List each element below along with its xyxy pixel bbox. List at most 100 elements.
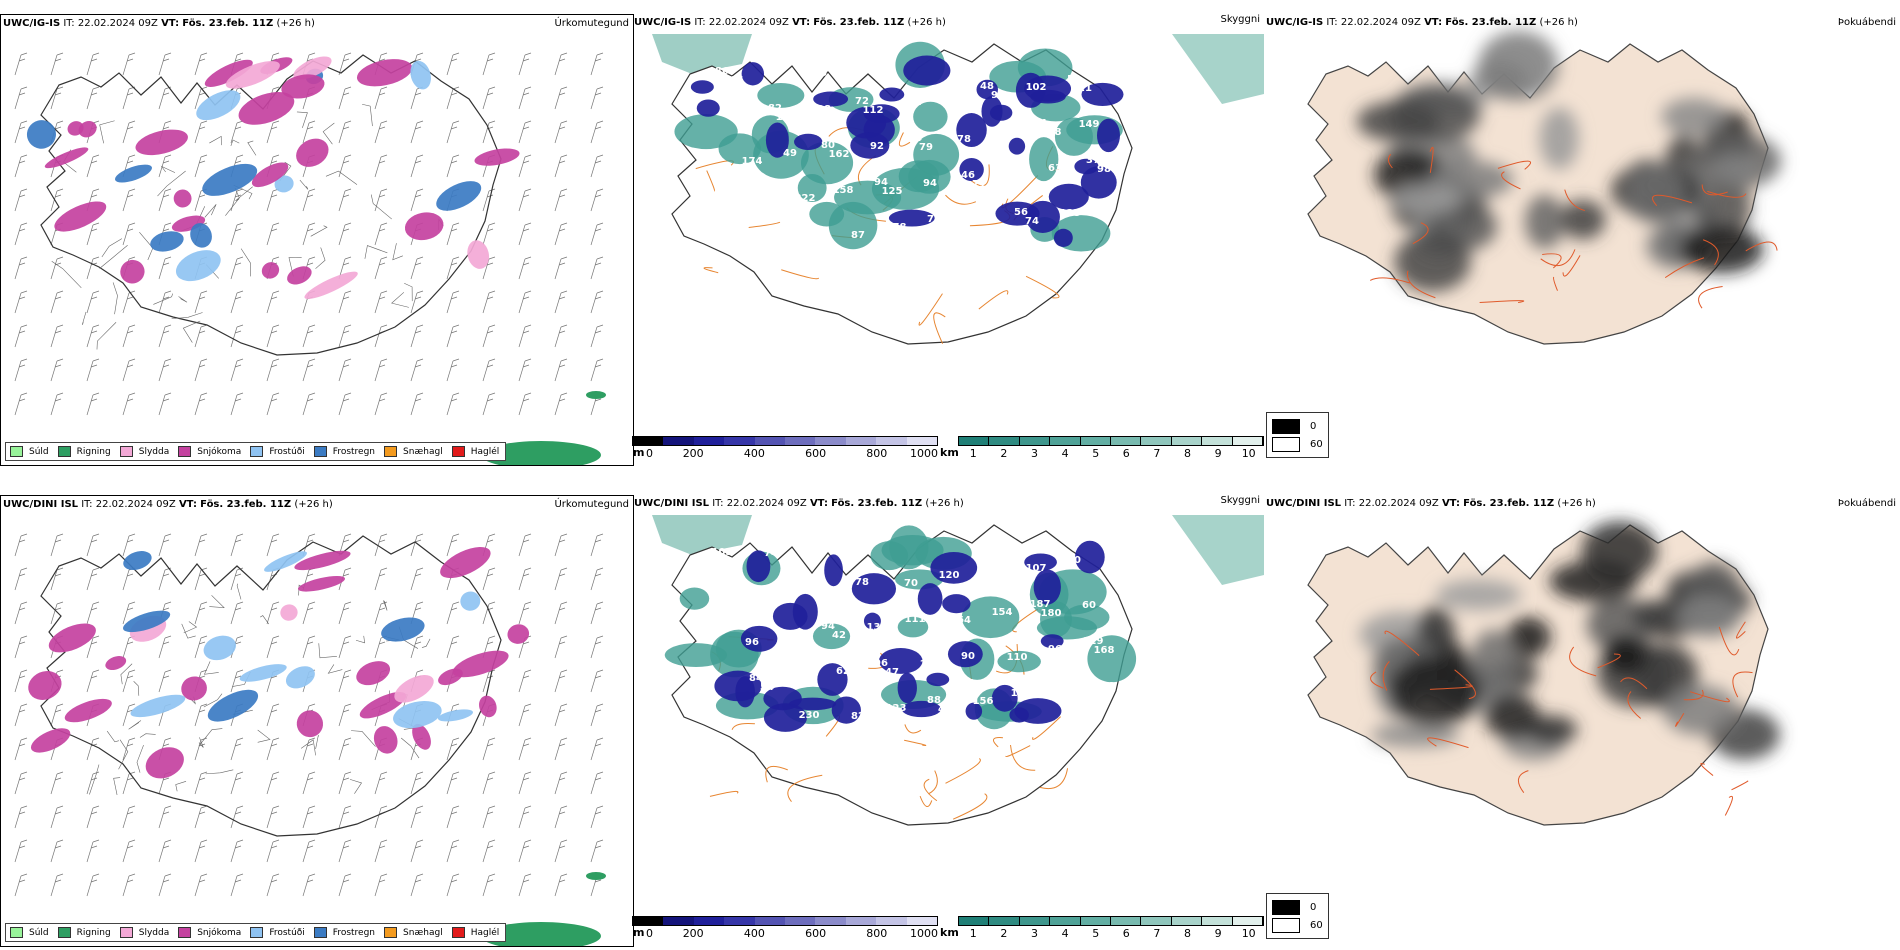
legend-swatch xyxy=(119,927,133,938)
panel-title: Úrkomutegund xyxy=(554,18,629,29)
colorbar-tick: 7 xyxy=(1153,927,1161,940)
cloud-base-value: 162 xyxy=(829,149,850,160)
cloud-base-value: 78 xyxy=(855,577,869,588)
cloud-base-value: 98 xyxy=(1101,681,1115,692)
cloud-base-value: 56 xyxy=(813,68,827,79)
fog-legend-label: 60 xyxy=(1310,438,1323,450)
cloud-base-value: 50 xyxy=(1067,74,1081,85)
cloud-base-value: 125 xyxy=(882,186,903,197)
cloud-base-value: 125 xyxy=(776,112,797,123)
cloud-base-value: 94 xyxy=(908,133,922,144)
legend-label: Rigning xyxy=(76,446,111,457)
cloud-base-value: 141 xyxy=(920,659,941,670)
cloud-base-value: 51 xyxy=(802,229,816,240)
cloud-base-value: 87 xyxy=(851,230,865,241)
cloud-base-value: 74 xyxy=(1025,216,1039,227)
fog-legend-label: 0 xyxy=(1310,420,1317,432)
cloud-base-value: 94 xyxy=(923,178,937,189)
cloud-base-value: 178 xyxy=(886,222,907,233)
colorbar-tick: 4 xyxy=(1061,927,1069,940)
cloud-base-value: 78 xyxy=(957,134,971,145)
cloud-base-value: 110 xyxy=(1007,652,1028,663)
visibility-map-graphic: 86 82 80 94 74 48 54 37 55 51 72 94 46 56 50 42 49 158 178… xyxy=(652,34,1264,345)
cloud-base-value: 68 xyxy=(991,571,1005,582)
precip-type-map-row1: UWC/IG-IS IT: 22.02.2024 09Z VT: Fös. 23… xyxy=(0,14,634,466)
cloud-base-value: 156 xyxy=(973,696,994,707)
legend-label: Súld xyxy=(29,927,49,938)
legend-label: Frostúði xyxy=(269,446,305,457)
cloud-base-value: 123 xyxy=(886,703,907,714)
cloud-base-value: 223 xyxy=(977,562,998,573)
legend-swatch xyxy=(10,927,23,938)
legend-label: Snæhagl xyxy=(403,446,443,457)
cloud-base-value: 112 xyxy=(863,105,884,116)
cloud-base-value: 95 xyxy=(760,201,774,212)
cloud-base-value: 46 xyxy=(961,170,975,181)
cloud-base-value: 84 xyxy=(749,673,763,684)
legend-label: Haglél xyxy=(470,927,500,938)
colorbar-tick: 8 xyxy=(1184,927,1191,940)
fog-legend: 0 60 xyxy=(1266,893,1329,939)
legend-item: Súld xyxy=(10,927,49,938)
colorbar-tick: 800 xyxy=(866,447,888,460)
cloud-base-value: 64 xyxy=(957,615,971,626)
cloud-base-value: 86 xyxy=(1063,689,1077,700)
fog-legend-label: 60 xyxy=(1310,919,1323,931)
legend-item: Snæhagl xyxy=(384,446,443,457)
legend-swatch xyxy=(313,446,327,457)
legend-swatch xyxy=(57,927,71,938)
cloud-base-value: 131 xyxy=(867,622,888,633)
cloud-base-value: 107 xyxy=(1026,563,1047,574)
map-header: UWC/DINI ISL IT: 22.02.2024 09Z VT: Fös.… xyxy=(1266,498,1596,509)
map-header: UWC/IG-IS IT: 22.02.2024 09Z VT: Fös. 23… xyxy=(634,17,946,28)
cloud-base-value: 96 xyxy=(874,658,888,669)
cloud-base-value: 56 xyxy=(1014,207,1028,218)
fog-map-graphic xyxy=(1307,521,1780,826)
cloud-base-value: 86 xyxy=(715,66,729,77)
legend-item: Súld xyxy=(10,446,49,457)
cloud-base-value: 94 xyxy=(874,177,888,188)
cloud-base-value: 149 xyxy=(1079,119,1100,130)
legend-swatch xyxy=(57,446,71,457)
cloud-base-value: 90 xyxy=(961,651,975,662)
map-header: UWC/DINI ISL IT: 22.02.2024 09Z VT: Fös.… xyxy=(634,498,964,509)
legend-swatch xyxy=(384,927,398,938)
cloud-base-value: 98 xyxy=(1097,164,1111,175)
legend-swatch xyxy=(451,446,465,457)
legend-label: Snæhagl xyxy=(403,927,443,938)
height-colorbar: 0 200 400 600 800 1000 xyxy=(632,436,938,460)
fog-legend-swatch xyxy=(1272,436,1300,452)
legend-label: Haglél xyxy=(470,446,500,457)
cloud-base-value: 82 xyxy=(768,103,782,114)
legend-label: Rigning xyxy=(76,927,111,938)
colorbar-tick: 600 xyxy=(805,927,827,940)
colorbar-tick: 200 xyxy=(682,447,704,460)
cloud-base-value: 48 xyxy=(980,81,994,92)
colorbar-tick: 9 xyxy=(1214,447,1222,460)
cloud-base-value: 96 xyxy=(745,637,759,648)
cloud-base-value: 74 xyxy=(764,548,778,559)
legend-item: Snjókoma xyxy=(178,927,241,938)
cloud-base-value: 80 xyxy=(1067,555,1081,566)
map-header: UWC/IG-IS IT: 22.02.2024 09Z VT: Fös. 23… xyxy=(3,18,315,29)
visibility-map-row2: UWC/DINI ISL IT: 22.02.2024 09Z VT: Fös.… xyxy=(632,495,1264,945)
colorbar-tick: 9 xyxy=(1214,927,1222,940)
legend-item: Frostúði xyxy=(250,927,305,938)
cloud-base-value: 102 xyxy=(1026,82,1047,93)
cloud-base-value: 125 xyxy=(1060,208,1081,219)
legend-item: Frostúði xyxy=(250,446,305,457)
colorbar-tick: 10 xyxy=(1241,447,1256,460)
visibility-map-row1: UWC/IG-IS IT: 22.02.2024 09Z VT: Fös. 23… xyxy=(632,14,1264,464)
cloud-base-value: 72 xyxy=(855,96,869,107)
colorbar-tick: 0 xyxy=(646,447,653,460)
cloud-base-value: 230 xyxy=(799,710,820,721)
colorbar-tick: 400 xyxy=(743,927,765,940)
cloud-base-value: 64 xyxy=(764,67,778,78)
cloud-base-value: 54 xyxy=(760,682,774,693)
cloud-base-value: 82 xyxy=(851,711,865,722)
legend-item: Frostregn xyxy=(313,927,375,938)
cloud-base-value: 60 xyxy=(1082,600,1096,611)
cloud-base-value: 49 xyxy=(783,148,797,159)
fog-map-graphic xyxy=(1307,30,1782,345)
fog-legend-item: 0 xyxy=(1272,417,1323,435)
